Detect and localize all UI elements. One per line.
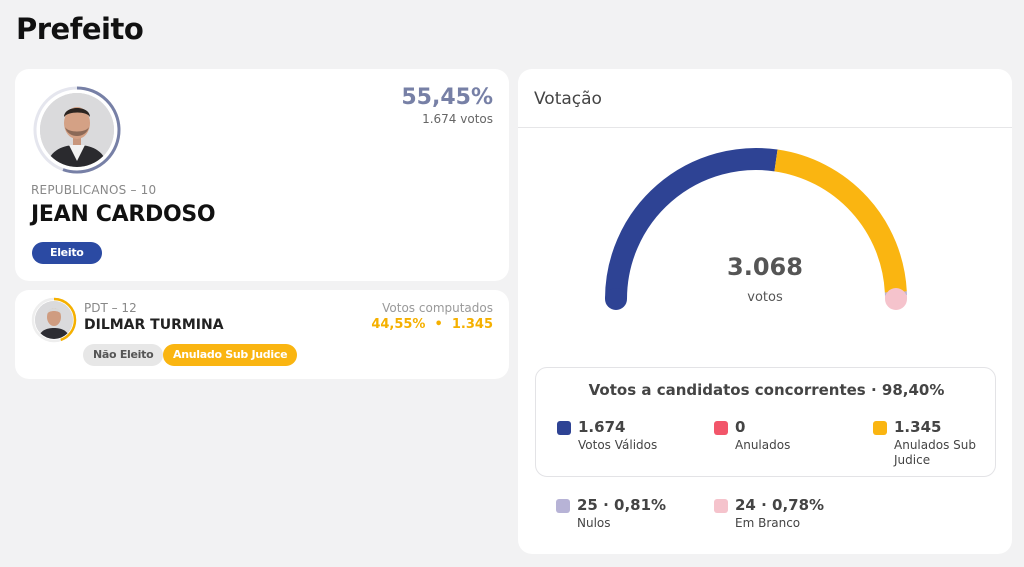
stat-value: 24 · 0,78% (735, 496, 825, 514)
gauge-end-cap (885, 288, 907, 310)
runner-up-progress-ring (31, 297, 77, 343)
stat-blank-votes: 24 · 0,78% Em Branco (714, 496, 864, 536)
summary-title: Votos a candidatos concorrentes · 98,40% (588, 381, 945, 399)
elected-badge: Eleito (32, 242, 102, 264)
stat-label: Anulados (735, 438, 791, 452)
page-title: Prefeito (16, 12, 144, 46)
winner-avatar-wrap (31, 84, 123, 176)
winner-party: REPUBLICANOS – 10 (31, 183, 157, 197)
stat-null-votes: 25 · 0,81% Nulos (556, 496, 706, 536)
winner-percent: 55,45% (401, 85, 493, 110)
runner-up-votes: 44,55% • 1.345 (371, 317, 493, 332)
stat-label: Nulos (577, 516, 611, 530)
stat-value: 1.674 (578, 418, 626, 436)
votes-panel-title: Votação (534, 89, 602, 109)
stat-value: 25 · 0,81% (577, 496, 667, 514)
stat-annulled: 0 Anulados (714, 418, 864, 458)
runner-up-avatar-wrap (31, 297, 77, 343)
candidates-summary-box: Votos a candidatos concorrentes · 98,40%… (535, 367, 996, 477)
runner-up-party: PDT – 12 (84, 301, 137, 315)
stat-label: Votos Válidos (578, 438, 658, 452)
runner-up-card[interactable]: PDT – 12 DILMAR TURMINA Votos computados… (15, 290, 509, 379)
sub-judice-badge: Anulado Sub Judice (163, 344, 298, 366)
winner-progress-ring (33, 86, 121, 174)
legend-swatch (714, 421, 728, 435)
winner-avatar (40, 93, 114, 167)
runner-up-avatar (35, 301, 73, 339)
legend-swatch (714, 499, 728, 513)
gauge-unit: votos (747, 290, 783, 305)
stat-valid-votes: 1.674 Votos Válidos (557, 418, 707, 458)
legend-swatch (873, 421, 887, 435)
gauge-start-cap (605, 288, 627, 310)
stat-label: Anulados Sub Judice (894, 438, 976, 467)
divider (518, 127, 1012, 128)
winner-name: JEAN CARDOSO (31, 202, 216, 227)
not-elected-badge: Não Eleito (83, 344, 164, 366)
stat-value: 0 (735, 418, 746, 436)
votes-gauge (605, 148, 907, 310)
stat-value: 1.345 (894, 418, 942, 436)
stat-sub-judice: 1.345 Anulados Sub Judice (873, 418, 983, 468)
runner-up-name: DILMAR TURMINA (84, 317, 224, 333)
computed-votes-label: Votos computados (382, 301, 493, 315)
winner-votes: 1.674 votos (422, 112, 493, 126)
gauge-total: 3.068 (727, 253, 803, 281)
legend-swatch (557, 421, 571, 435)
stat-label: Em Branco (735, 516, 801, 530)
legend-swatch (556, 499, 570, 513)
gauge-segment-votos-v-lidos (605, 148, 778, 300)
winner-card[interactable]: 55,45% 1.674 votos REPUBLICANOS – 10 JEA… (15, 69, 509, 281)
gauge-segment-anulados-sub-judice (774, 149, 907, 293)
votes-panel: Votação 3.068 votos Votos a candidatos c… (518, 69, 1012, 554)
